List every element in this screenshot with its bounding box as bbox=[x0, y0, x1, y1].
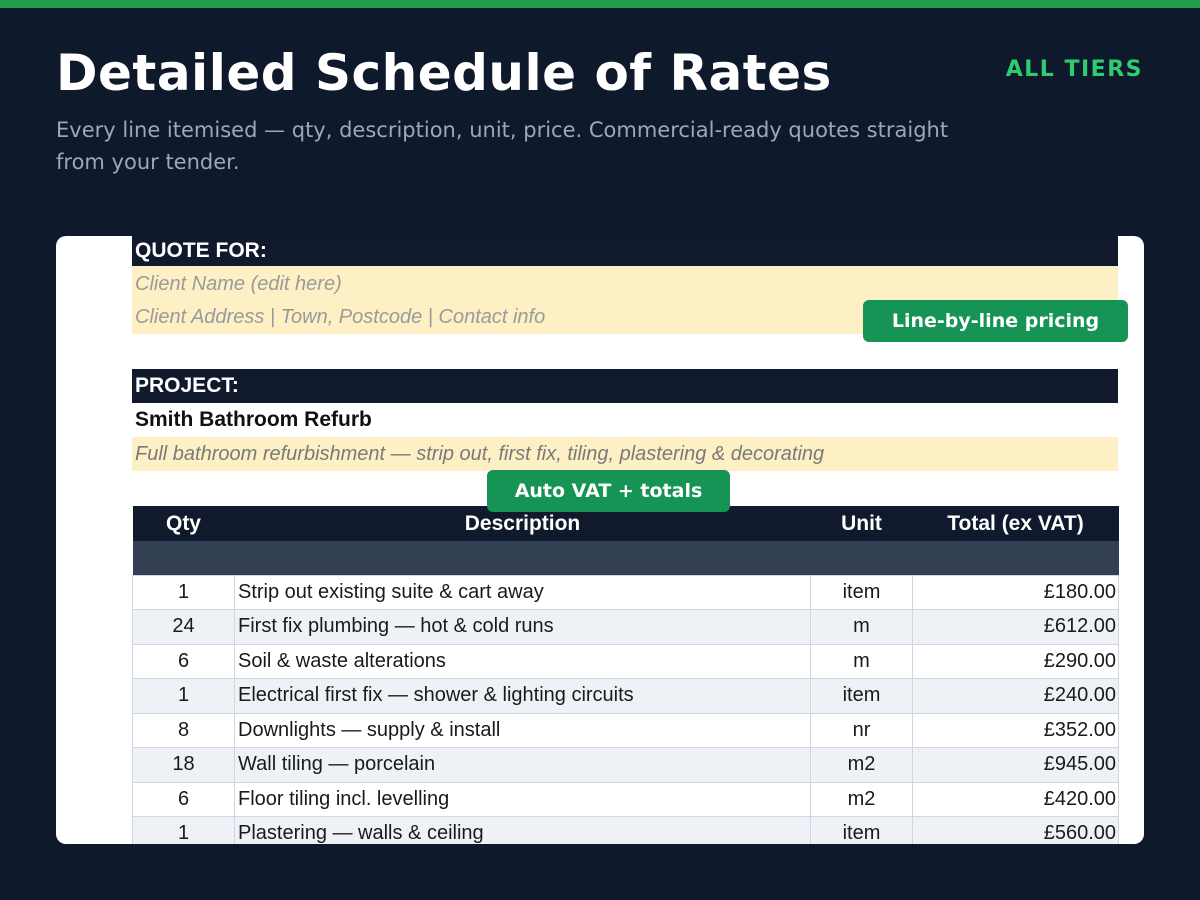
auto-vat-badge: Auto VAT + totals bbox=[487, 470, 730, 512]
total-cell[interactable]: £945.00 bbox=[912, 747, 1119, 783]
description-cell[interactable]: Strip out existing suite & cart away bbox=[234, 574, 811, 610]
column-header-qty: Qty bbox=[132, 506, 235, 541]
qty-cell[interactable]: 18 bbox=[132, 747, 235, 783]
top-accent-bar bbox=[0, 0, 1200, 8]
total-cell[interactable]: £352.00 bbox=[912, 712, 1119, 748]
table-row[interactable]: 1 Strip out existing suite & cart away i… bbox=[132, 574, 1119, 610]
unit-cell[interactable]: nr bbox=[810, 712, 913, 748]
unit-cell[interactable]: item bbox=[810, 574, 913, 610]
description-cell[interactable]: Downlights — supply & install bbox=[234, 712, 811, 748]
unit-cell[interactable]: item bbox=[810, 816, 913, 844]
qty-cell[interactable]: 1 bbox=[132, 574, 235, 610]
quote-sheet: QUOTE FOR: Client Name (edit here) Clien… bbox=[132, 236, 1119, 844]
description-cell[interactable]: Soil & waste alterations bbox=[234, 643, 811, 679]
table-row[interactable]: 18 Wall tiling — porcelain m2 £945.00 bbox=[132, 747, 1119, 783]
table-row[interactable]: 6 Soil & waste alterations m £290.00 bbox=[132, 643, 1119, 679]
description-cell[interactable]: First fix plumbing — hot & cold runs bbox=[234, 609, 811, 645]
page-title: Detailed Schedule of Rates bbox=[56, 44, 832, 102]
unit-cell[interactable]: m2 bbox=[810, 781, 913, 817]
table-section-bar bbox=[132, 541, 1119, 575]
description-cell[interactable]: Wall tiling — porcelain bbox=[234, 747, 811, 783]
qty-cell[interactable]: 6 bbox=[132, 781, 235, 817]
total-cell[interactable]: £240.00 bbox=[912, 678, 1119, 714]
qty-cell[interactable]: 24 bbox=[132, 609, 235, 645]
table-row[interactable]: 8 Downlights — supply & install nr £352.… bbox=[132, 712, 1119, 748]
page-subtitle: Every line itemised — qty, description, … bbox=[56, 118, 949, 174]
total-cell[interactable]: £180.00 bbox=[912, 574, 1119, 610]
table-row[interactable]: 1 Electrical first fix — shower & lighti… bbox=[132, 678, 1119, 714]
total-cell[interactable]: £290.00 bbox=[912, 643, 1119, 679]
project-name[interactable]: Smith Bathroom Refurb bbox=[135, 408, 372, 431]
total-cell[interactable]: £560.00 bbox=[912, 816, 1119, 844]
qty-cell[interactable]: 1 bbox=[132, 816, 235, 844]
tier-label: ALL TIERS bbox=[1005, 57, 1143, 82]
project-heading: PROJECT: bbox=[132, 369, 1118, 403]
schedule-of-rates-table: Qty Description Unit Total (ex VAT) 1 St… bbox=[132, 506, 1119, 844]
column-header-unit: Unit bbox=[810, 506, 913, 541]
quote-for-heading: QUOTE FOR: bbox=[132, 236, 1118, 266]
unit-cell[interactable]: m2 bbox=[810, 747, 913, 783]
table-row[interactable]: 24 First fix plumbing — hot & cold runs … bbox=[132, 609, 1119, 645]
table-row[interactable]: 1 Plastering — walls & ceiling item £560… bbox=[132, 816, 1119, 844]
total-cell[interactable]: £420.00 bbox=[912, 781, 1119, 817]
client-name-field[interactable]: Client Name (edit here) bbox=[132, 266, 1118, 300]
description-cell[interactable]: Floor tiling incl. levelling bbox=[234, 781, 811, 817]
section-bar-cell bbox=[132, 541, 1119, 575]
description-cell[interactable]: Plastering — walls & ceiling bbox=[234, 816, 811, 844]
qty-cell[interactable]: 6 bbox=[132, 643, 235, 679]
column-header-total: Total (ex VAT) bbox=[912, 506, 1119, 541]
unit-cell[interactable]: item bbox=[810, 678, 913, 714]
qty-cell[interactable]: 8 bbox=[132, 712, 235, 748]
total-cell[interactable]: £612.00 bbox=[912, 609, 1119, 645]
table-row[interactable]: 6 Floor tiling incl. levelling m2 £420.0… bbox=[132, 781, 1119, 817]
project-description-field[interactable]: Full bathroom refurbishment — strip out,… bbox=[132, 437, 1118, 471]
qty-cell[interactable]: 1 bbox=[132, 678, 235, 714]
line-pricing-badge: Line-by-line pricing bbox=[863, 300, 1128, 342]
unit-cell[interactable]: m bbox=[810, 609, 913, 645]
unit-cell[interactable]: m bbox=[810, 643, 913, 679]
description-cell[interactable]: Electrical first fix — shower & lighting… bbox=[234, 678, 811, 714]
